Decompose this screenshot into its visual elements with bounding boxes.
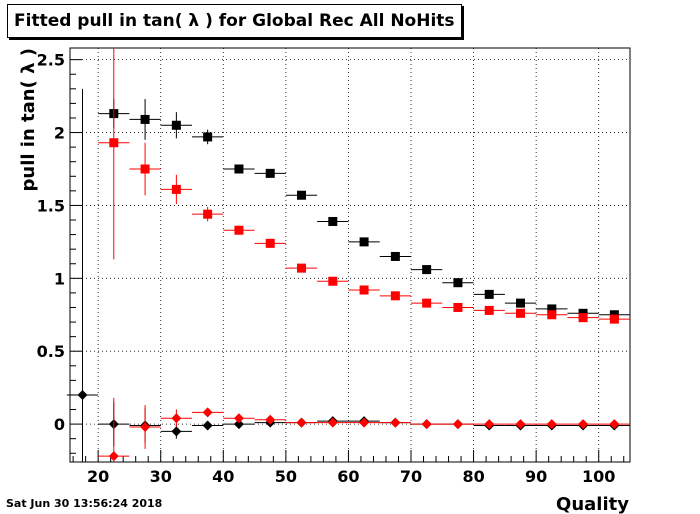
data-point-diamond [202, 420, 213, 431]
data-point-square [422, 298, 432, 308]
data-point-diamond [452, 419, 463, 430]
data-point-square [516, 308, 526, 318]
data-point-diamond [390, 417, 401, 428]
x-tick-label: 90 [525, 467, 547, 486]
x-tick-label: 20 [87, 467, 109, 486]
data-point-diamond [515, 419, 526, 430]
x-tick-label: 30 [150, 467, 172, 486]
data-point-diamond [609, 419, 620, 430]
data-point-diamond [327, 417, 338, 428]
data-point-square [265, 238, 275, 248]
y-tick-label: 0.5 [37, 342, 65, 361]
data-point-diamond [77, 389, 88, 400]
y-tick-label: 1.5 [37, 196, 65, 215]
data-point-diamond [202, 407, 213, 418]
x-tick-label: 100 [582, 467, 615, 486]
data-point-diamond [359, 417, 370, 428]
data-point-square [171, 184, 181, 194]
data-point-square [265, 168, 275, 178]
data-point-diamond [484, 419, 495, 430]
data-point-diamond [296, 417, 307, 428]
data-point-diamond [546, 419, 557, 430]
data-point-square [234, 225, 244, 235]
y-tick-label: 2.5 [37, 51, 65, 70]
data-point-square [516, 298, 526, 308]
timestamp: Sat Jun 30 13:56:24 2018 [6, 497, 163, 510]
data-marks [66, 48, 630, 462]
data-point-square [390, 251, 400, 261]
data-point-square [453, 278, 463, 288]
data-point-square [109, 138, 119, 148]
x-tick-label: 80 [462, 467, 484, 486]
data-point-square [453, 302, 463, 312]
data-point-diamond [171, 426, 182, 437]
data-point-diamond [171, 413, 182, 424]
plot-frame [69, 47, 631, 463]
data-point-square [140, 164, 150, 174]
y-tick-label: 1 [54, 269, 65, 288]
data-point-square [359, 237, 369, 247]
data-point-diamond [233, 413, 244, 424]
chart-title: Fitted pull in tan( λ ) for Global Rec A… [14, 11, 455, 31]
data-point-square [203, 132, 213, 142]
axis-ticks: 20 30 40 50 60 70 80 90 100 0 0.5 1 1.5 2 2.5 [37, 51, 625, 486]
data-point-square [547, 304, 557, 314]
y-tick-label: 0 [54, 415, 65, 434]
x-tick-label: 70 [400, 467, 422, 486]
data-point-square [390, 291, 400, 301]
data-point-diamond [108, 451, 119, 462]
data-point-square [203, 209, 213, 219]
data-point-square [297, 263, 307, 273]
x-axis-label: Quality [556, 494, 629, 514]
y-tick-label: 2 [54, 124, 65, 143]
x-tick-label: 60 [337, 467, 359, 486]
data-point-square [297, 190, 307, 200]
data-point-square [422, 265, 432, 275]
data-point-square [140, 114, 150, 124]
grid [70, 48, 630, 462]
x-tick-label: 40 [212, 467, 234, 486]
y-axis-label: pull in tan( λ ) [18, 48, 39, 192]
data-point-square [484, 305, 494, 315]
data-point-square [484, 289, 494, 299]
x-tick-label: 50 [275, 467, 297, 486]
data-point-square [328, 216, 338, 226]
data-point-square [359, 285, 369, 295]
data-point-square [328, 276, 338, 286]
data-point-diamond [140, 422, 151, 433]
data-point-square [547, 310, 557, 320]
data-point-diamond [421, 419, 432, 430]
data-point-square [234, 164, 244, 174]
data-point-diamond [578, 419, 589, 430]
data-point-diamond [265, 414, 276, 425]
data-point-diamond [233, 419, 244, 430]
data-point-square [578, 313, 588, 323]
data-point-square [171, 120, 181, 130]
chart-title-box: Fitted pull in tan( λ ) for Global Rec A… [7, 4, 462, 38]
data-point-square [609, 314, 619, 324]
